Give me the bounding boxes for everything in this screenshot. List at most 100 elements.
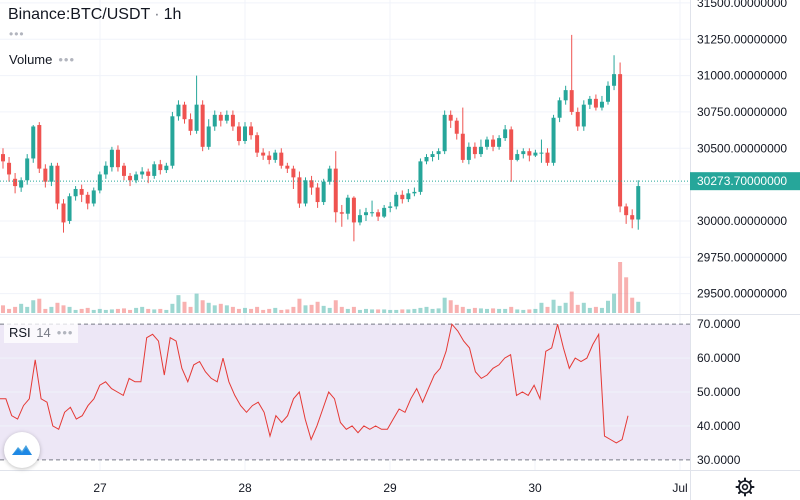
candle-body[interactable] xyxy=(7,162,12,175)
candle-body[interactable] xyxy=(509,129,514,160)
candle-body[interactable] xyxy=(539,152,544,154)
candle-body[interactable] xyxy=(515,154,520,160)
candle-body[interactable] xyxy=(618,74,623,207)
symbol-label[interactable]: Binance:BTC/USDT xyxy=(8,6,151,23)
volume-legend[interactable]: Volume ••• xyxy=(9,52,75,67)
candle-body[interactable] xyxy=(527,151,532,156)
candle-body[interactable] xyxy=(188,119,193,131)
candle-body[interactable] xyxy=(315,187,320,203)
candle-body[interactable] xyxy=(442,114,447,152)
candle-body[interactable] xyxy=(466,146,471,160)
candle-body[interactable] xyxy=(351,197,356,223)
candle-body[interactable] xyxy=(243,126,247,142)
candle-body[interactable] xyxy=(279,152,284,166)
candle-body[interactable] xyxy=(478,146,483,155)
candle-body[interactable] xyxy=(581,104,586,127)
candle-body[interactable] xyxy=(545,152,550,163)
candle-body[interactable] xyxy=(599,101,604,108)
candle-body[interactable] xyxy=(194,104,199,131)
candle-body[interactable] xyxy=(557,100,562,118)
candle-body[interactable] xyxy=(575,111,580,127)
candle-body[interactable] xyxy=(321,181,326,203)
more-dots-icon[interactable]: ••• xyxy=(9,27,25,41)
candle-body[interactable] xyxy=(357,215,362,223)
candle-body[interactable] xyxy=(206,126,211,147)
candle-body[interactable] xyxy=(152,164,157,176)
candle-body[interactable] xyxy=(370,212,375,214)
candle-body[interactable] xyxy=(128,175,133,181)
candle-body[interactable] xyxy=(563,90,568,101)
candle-body[interactable] xyxy=(25,158,30,181)
candle-body[interactable] xyxy=(230,114,235,127)
candle-body[interactable] xyxy=(569,90,574,112)
candle-body[interactable] xyxy=(55,165,60,204)
candle-body[interactable] xyxy=(218,114,223,121)
candle-body[interactable] xyxy=(176,104,181,117)
candle-body[interactable] xyxy=(593,98,598,108)
candle-body[interactable] xyxy=(122,165,126,176)
candle-body[interactable] xyxy=(261,152,266,156)
candle-body[interactable] xyxy=(418,161,423,192)
candle-body[interactable] xyxy=(606,85,610,102)
candle-body[interactable] xyxy=(406,193,411,200)
candle-body[interactable] xyxy=(448,114,453,121)
candle-body[interactable] xyxy=(491,139,496,147)
candle-body[interactable] xyxy=(43,168,48,182)
candle-body[interactable] xyxy=(200,104,205,147)
candle-body[interactable] xyxy=(533,152,538,156)
candle-body[interactable] xyxy=(109,149,114,168)
interval-label[interactable]: 1h xyxy=(163,6,182,23)
candle-body[interactable] xyxy=(236,126,241,142)
candle-body[interactable] xyxy=(460,133,465,160)
candle-body[interactable] xyxy=(394,194,399,207)
candle-body[interactable] xyxy=(454,120,459,134)
candle-body[interactable] xyxy=(485,139,489,147)
candle-body[interactable] xyxy=(376,212,381,217)
candle-body[interactable] xyxy=(345,197,350,214)
candle-body[interactable] xyxy=(224,114,229,121)
candle-body[interactable] xyxy=(303,180,308,204)
candle-body[interactable] xyxy=(267,155,272,160)
candle-body[interactable] xyxy=(79,188,84,195)
candle-body[interactable] xyxy=(146,171,151,176)
candle-body[interactable] xyxy=(521,151,526,155)
candle-body[interactable] xyxy=(297,177,302,204)
candle-body[interactable] xyxy=(333,168,338,213)
candle-body[interactable] xyxy=(91,190,96,204)
candle-body[interactable] xyxy=(170,116,175,166)
candle-body[interactable] xyxy=(309,180,314,188)
candle-body[interactable] xyxy=(551,117,556,163)
candle-body[interactable] xyxy=(1,154,5,162)
candle-body[interactable] xyxy=(430,154,435,157)
candle-body[interactable] xyxy=(85,194,90,204)
candle-body[interactable] xyxy=(339,212,344,214)
candle-body[interactable] xyxy=(285,165,290,169)
candle-body[interactable] xyxy=(436,151,441,155)
rsi-legend[interactable]: RSI 14 ••• xyxy=(4,323,79,343)
candle-body[interactable] xyxy=(255,135,260,153)
candle-body[interactable] xyxy=(624,206,629,216)
candle-body[interactable] xyxy=(636,186,641,220)
candle-body[interactable] xyxy=(424,157,429,162)
candle-body[interactable] xyxy=(273,152,278,160)
candle-body[interactable] xyxy=(97,174,102,191)
candle-body[interactable] xyxy=(249,126,254,136)
candle-body[interactable] xyxy=(388,206,393,208)
candle-body[interactable] xyxy=(164,165,169,171)
candle-body[interactable] xyxy=(37,125,42,169)
candle-body[interactable] xyxy=(140,171,145,175)
candle-body[interactable] xyxy=(587,98,592,105)
candle-body[interactable] xyxy=(13,178,18,187)
volume-more-dots-icon[interactable]: ••• xyxy=(58,52,76,67)
candle-body[interactable] xyxy=(412,191,417,194)
candle-body[interactable] xyxy=(103,165,108,175)
candle-body[interactable] xyxy=(212,114,217,127)
candle-body[interactable] xyxy=(364,212,368,216)
candle-body[interactable] xyxy=(497,138,502,147)
candle-body[interactable] xyxy=(73,188,78,197)
candle-body[interactable] xyxy=(134,174,139,181)
gear-icon[interactable] xyxy=(734,476,756,498)
candle-body[interactable] xyxy=(158,164,163,171)
candle-body[interactable] xyxy=(291,168,296,178)
